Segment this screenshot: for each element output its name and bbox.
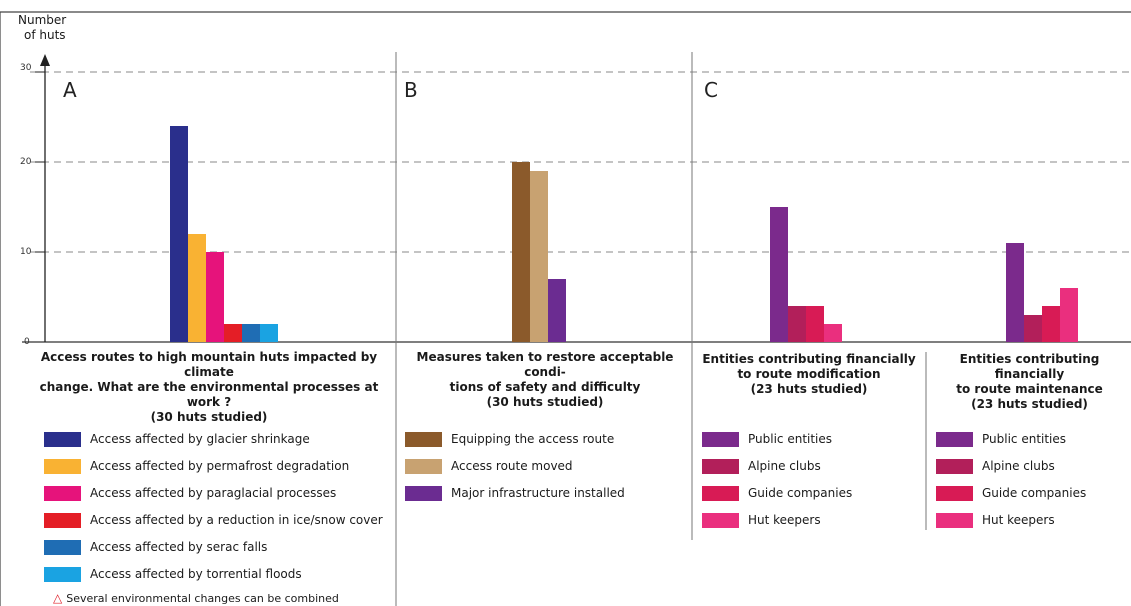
bar-panel-c2 <box>1006 243 1024 342</box>
legend-label: Access affected by torrential floods <box>90 567 302 581</box>
legend-label: Alpine clubs <box>748 459 821 473</box>
legend-swatch <box>936 459 973 474</box>
bar-panel-c2 <box>1060 288 1078 342</box>
bar-panel-a <box>206 252 224 342</box>
bar-panel-b <box>548 279 566 342</box>
legend-swatch <box>44 432 81 447</box>
panel-a-title-line3: (30 huts studied) <box>150 410 268 424</box>
legend-label: Hut keepers <box>748 513 821 527</box>
bar-panel-c1 <box>824 324 842 342</box>
warning-triangle-icon: △ <box>53 591 63 605</box>
bar-panel-a <box>242 324 260 342</box>
y-tick-label: 20 <box>20 157 32 167</box>
panel-label-b: B <box>404 78 418 102</box>
bar-panel-c2 <box>1042 306 1060 342</box>
bar-panel-b <box>530 171 548 342</box>
legend-label: Hut keepers <box>982 513 1055 527</box>
gridlines <box>30 71 1131 253</box>
legend-label: Public entities <box>748 432 833 446</box>
panel-c2-title-line3: (23 huts studied) <box>971 397 1088 411</box>
bar-panel-a <box>170 126 188 342</box>
y-axis-arrow-icon <box>40 54 50 66</box>
y-axis-title: Number of huts <box>18 13 66 43</box>
panel-c1-title-line1: Entities contributing financially <box>702 352 916 366</box>
panel-a-title: Access routes to high mountain huts impa… <box>22 350 396 425</box>
bar-panel-c2 <box>1024 315 1042 342</box>
legend-label: Alpine clubs <box>982 459 1055 473</box>
panel-a-title-line2: change. What are the environmental proce… <box>39 380 379 409</box>
legend-label: Access affected by permafrost degradatio… <box>90 459 350 473</box>
legend-swatch <box>702 513 739 528</box>
y-axis-title-line2: of huts <box>24 28 66 42</box>
legend-swatch <box>405 486 442 501</box>
combination-note: △ Several environmental changes can be co… <box>53 591 339 605</box>
y-tick-label: 0 <box>24 337 30 347</box>
bar-panel-a <box>188 234 206 342</box>
legend-swatch <box>44 540 81 555</box>
panel-c1-title-line3: (23 huts studied) <box>750 382 868 396</box>
legend-label: Guide companies <box>982 486 1087 500</box>
y-tick-label: 10 <box>20 247 32 257</box>
panel-c2-title-line1: Entities contributing financially <box>959 352 1100 381</box>
legend-label: Public entities <box>982 432 1067 446</box>
legend-swatch <box>702 486 739 501</box>
legend-swatch <box>405 459 442 474</box>
legend-swatch <box>405 432 442 447</box>
panel-b-title-line2: tions of safety and difficulty <box>449 380 641 394</box>
legend-swatch <box>44 459 81 474</box>
legend-swatch <box>702 432 739 447</box>
legend-swatch <box>936 513 973 528</box>
legend-label: Access route moved <box>451 459 573 473</box>
bar-panel-a <box>224 324 242 342</box>
legend-swatch <box>936 486 973 501</box>
legend-swatch <box>44 567 81 582</box>
bar-panel-c1 <box>806 306 824 342</box>
legend-swatch <box>936 432 973 447</box>
panel-c2-title: Entities contributing financially to rou… <box>928 352 1131 412</box>
panel-b-title-line1: Measures taken to restore acceptable con… <box>416 350 674 379</box>
bars-layer <box>170 126 1078 342</box>
panel-c1-title: Entities contributing financially to rou… <box>696 352 922 397</box>
legend-label: Major infrastructure installed <box>451 486 625 500</box>
panel-b-title: Measures taken to restore acceptable con… <box>400 350 690 410</box>
panel-label-a: A <box>63 78 77 102</box>
panel-c2-title-line2: to route maintenance <box>956 382 1103 396</box>
y-axis-title-line1: Number <box>18 13 67 27</box>
legend-label: Access affected by a reduction in ice/sn… <box>90 513 383 527</box>
legend-label: Access affected by serac falls <box>90 540 268 554</box>
legend-label: Equipping the access route <box>451 432 615 446</box>
legend-swatch <box>44 513 81 528</box>
panel-b-title-line3: (30 huts studied) <box>486 395 604 409</box>
bar-panel-a <box>260 324 278 342</box>
panel-a-title-line1: Access routes to high mountain huts impa… <box>40 350 378 379</box>
legend-swatch <box>44 486 81 501</box>
legend-label: Guide companies <box>748 486 853 500</box>
panel-c1-title-line2: to route modification <box>737 367 881 381</box>
legend-label: Access affected by glacier shrinkage <box>90 432 310 446</box>
bar-panel-c1 <box>788 306 806 342</box>
bar-panel-c1 <box>770 207 788 342</box>
y-tick-label: 30 <box>20 63 32 73</box>
panel-label-c: C <box>704 78 718 102</box>
bar-panel-b <box>512 162 530 342</box>
note-text: Several environmental changes can be com… <box>66 592 339 605</box>
legend-label: Access affected by paraglacial processes <box>90 486 337 500</box>
legend-swatch <box>702 459 739 474</box>
